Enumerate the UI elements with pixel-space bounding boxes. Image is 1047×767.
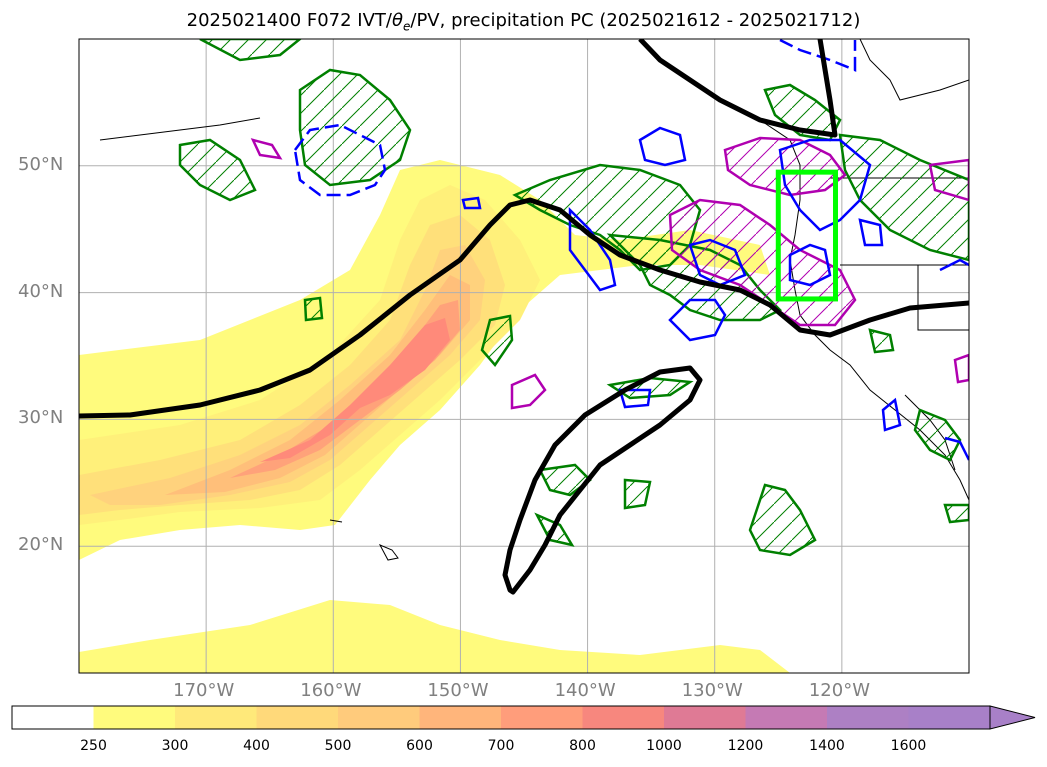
colorbar-swatch bbox=[175, 706, 257, 729]
colorbar-tick-label: 600 bbox=[406, 738, 433, 754]
colorbar-tick-label: 500 bbox=[324, 738, 352, 754]
ivt-shading bbox=[79, 160, 790, 673]
colorbar-tick-label: 1600 bbox=[890, 738, 927, 754]
colorbar-tick-label: 250 bbox=[80, 738, 107, 754]
colorbar-swatch bbox=[908, 706, 991, 729]
lon-label: 150°W bbox=[427, 680, 489, 701]
colorbar-tick-label: 1000 bbox=[646, 738, 682, 754]
colorbar-tick-label: 800 bbox=[569, 738, 596, 754]
lon-label: 160°W bbox=[300, 680, 362, 701]
lat-label: 40°N bbox=[18, 280, 64, 302]
colorbar-outline bbox=[11, 705, 991, 730]
lat-label: 50°N bbox=[18, 153, 64, 175]
colorbar-swatch bbox=[338, 706, 420, 729]
lat-label: 20°N bbox=[18, 534, 64, 556]
colorbar-swatch bbox=[582, 706, 665, 729]
colorbar-tick-label: 1200 bbox=[727, 738, 764, 754]
colorbar-tick-label: 400 bbox=[243, 738, 270, 754]
lat-label: 30°N bbox=[18, 407, 64, 429]
pv-contours bbox=[293, 39, 969, 461]
colorbar-swatch bbox=[419, 706, 502, 729]
lon-label: 130°W bbox=[681, 680, 743, 701]
target-region-box bbox=[775, 169, 838, 302]
map-title: 2025021400 F072 IVT/θe/PV, precipitation… bbox=[186, 10, 861, 34]
colorbar-tick-label: 700 bbox=[487, 738, 515, 754]
colorbar-swatch bbox=[501, 706, 583, 729]
colorbar-extend-arrow bbox=[989, 705, 1036, 730]
ivt-band-800 bbox=[260, 318, 450, 462]
colorbar bbox=[11, 705, 1036, 730]
theta-contours bbox=[250, 136, 969, 410]
colorbar-swatch bbox=[12, 706, 94, 729]
colorbar-swatch bbox=[256, 706, 339, 729]
colorbar-swatch bbox=[664, 706, 746, 729]
colorbar-tick-label: 1400 bbox=[809, 738, 845, 754]
ivt-band-250-south bbox=[79, 600, 790, 673]
ivt-contour-lines bbox=[79, 39, 969, 595]
map-frame bbox=[78, 38, 970, 674]
colorbar-swatch bbox=[745, 706, 828, 729]
lon-label: 120°W bbox=[808, 680, 870, 701]
lon-label: 140°W bbox=[554, 680, 616, 701]
colorbar-tick-label: 300 bbox=[161, 738, 189, 754]
colorbar-swatch bbox=[93, 706, 176, 729]
colorbar-swatch bbox=[827, 706, 909, 729]
ivt-band-700 bbox=[230, 300, 460, 478]
lon-label: 170°W bbox=[173, 680, 235, 701]
